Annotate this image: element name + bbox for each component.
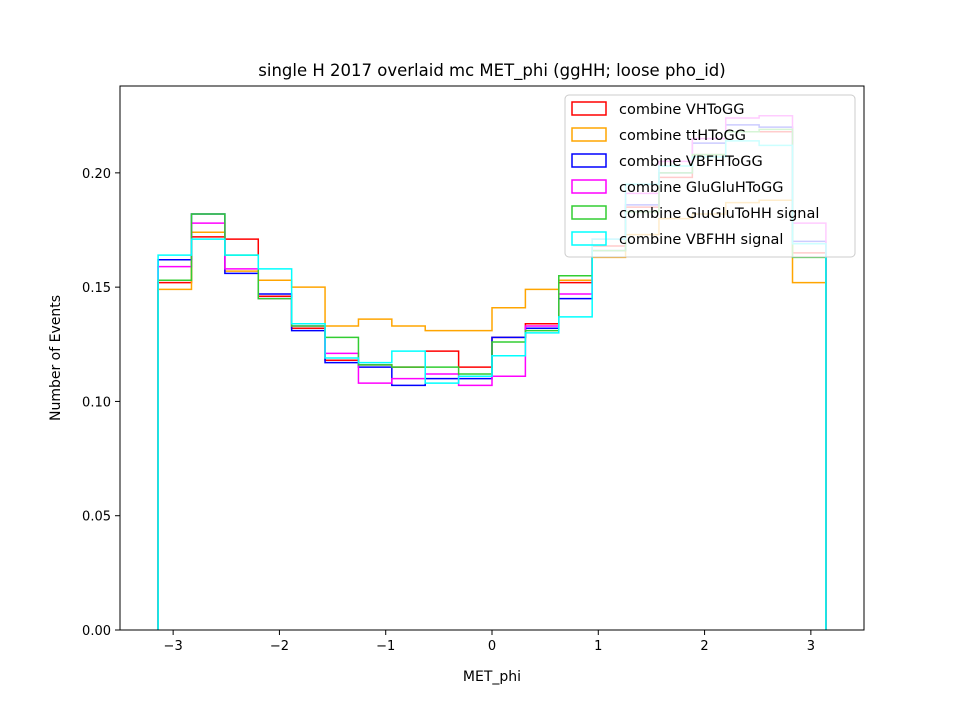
y-axis-label: Number of Events [48, 295, 64, 421]
chart-title: single H 2017 overlaid mc MET_phi (ggHH;… [258, 61, 725, 81]
y-tick-label: 0.05 [82, 510, 111, 525]
x-tick-label: 2 [700, 639, 708, 654]
legend-box [564, 94, 856, 258]
y-tick-label: 0.15 [82, 281, 111, 296]
y-tick-label: 0.00 [82, 624, 111, 639]
x-tick-label: 1 [594, 639, 602, 654]
x-axis-ticks: −3 −2 −1 0 1 2 3 [164, 630, 815, 654]
x-tick-label: 0 [488, 639, 496, 654]
legend-label: combine GluGluHToGG [619, 180, 783, 196]
y-axis-ticks: 0.00 0.05 0.10 0.15 0.20 [82, 167, 120, 639]
legend-swatch [571, 231, 607, 246]
legend-label: combine VHToGG [619, 102, 744, 118]
legend-swatch [571, 127, 607, 142]
x-tick-label: −2 [270, 639, 289, 654]
legend-label: combine ttHToGG [619, 128, 746, 144]
x-tick-label: −3 [164, 639, 183, 654]
legend-swatch [571, 205, 607, 220]
legend-swatch [571, 153, 607, 168]
x-axis-label: MET_phi [463, 669, 521, 685]
legend: combine VHToGG combine ttHToGG combine VBF… [564, 94, 856, 258]
y-tick-label: 0.20 [82, 167, 111, 182]
x-tick-label: 3 [807, 639, 815, 654]
legend-label: combine VBFHH signal [619, 232, 783, 248]
legend-label: combine GluGluToHH signal [619, 206, 819, 222]
legend-swatch [571, 101, 607, 116]
x-tick-label: −1 [376, 639, 395, 654]
y-tick-label: 0.10 [82, 395, 111, 410]
legend-label: combine VBFHToGG [619, 154, 763, 170]
legend-swatch [571, 179, 607, 194]
legend-items: combine VHToGG combine ttHToGG combine VBF… [571, 101, 819, 248]
